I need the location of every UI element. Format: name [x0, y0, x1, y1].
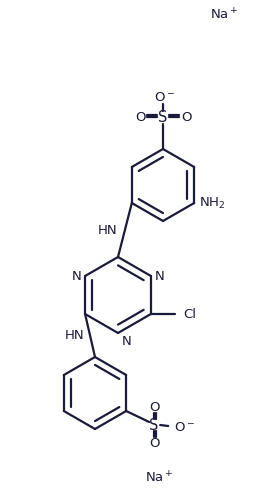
Text: Cl: Cl — [183, 307, 196, 321]
Text: N: N — [122, 335, 132, 348]
Text: Na$^+$: Na$^+$ — [145, 470, 174, 486]
Text: O$^-$: O$^-$ — [154, 91, 176, 104]
Text: HN: HN — [97, 224, 117, 237]
Text: O: O — [149, 400, 159, 413]
Text: N: N — [155, 269, 165, 282]
Text: O: O — [149, 437, 159, 450]
Text: O: O — [135, 111, 145, 124]
Text: O$^-$: O$^-$ — [174, 420, 195, 433]
Text: N: N — [71, 269, 81, 282]
Text: O: O — [181, 111, 191, 124]
Text: Na$^+$: Na$^+$ — [210, 7, 239, 22]
Text: NH$_2$: NH$_2$ — [199, 195, 226, 211]
Text: HN: HN — [64, 329, 84, 342]
Text: S: S — [150, 417, 159, 432]
Text: S: S — [158, 110, 168, 124]
